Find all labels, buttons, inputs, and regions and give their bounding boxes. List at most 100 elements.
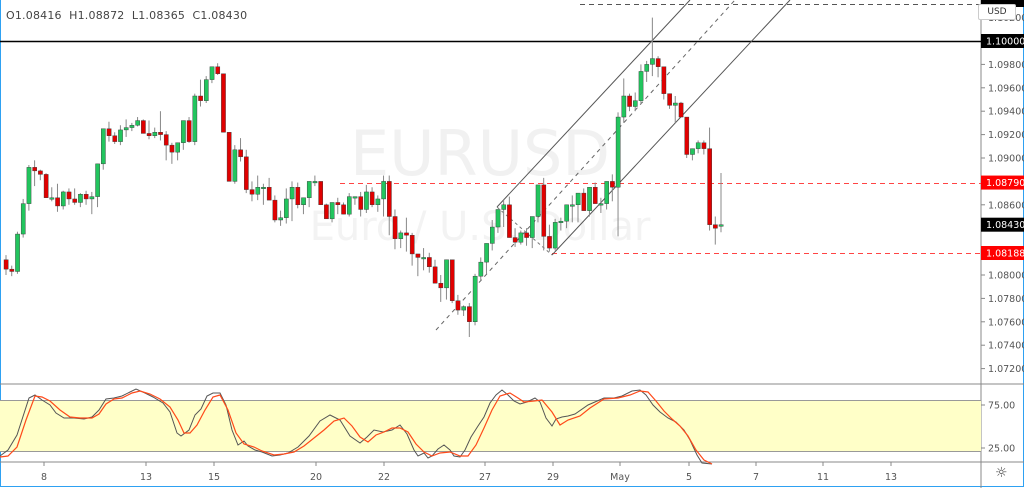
- candle-bearish[interactable]: [404, 232, 409, 236]
- candle-bearish[interactable]: [244, 156, 249, 190]
- candle-bearish[interactable]: [547, 236, 552, 249]
- candle-bearish[interactable]: [524, 232, 529, 238]
- candle-bearish[interactable]: [83, 194, 89, 200]
- candle-bearish[interactable]: [158, 132, 163, 135]
- candle-bearish[interactable]: [661, 66, 667, 94]
- candle-bearish[interactable]: [198, 95, 203, 101]
- candle-bullish[interactable]: [570, 204, 575, 207]
- candle-bullish[interactable]: [89, 196, 95, 200]
- candle-bearish[interactable]: [106, 128, 112, 136]
- candle-bearish[interactable]: [226, 132, 232, 182]
- candle-bullish[interactable]: [135, 120, 140, 126]
- candle-bearish[interactable]: [507, 204, 512, 238]
- candle-bullish[interactable]: [633, 100, 638, 107]
- candle-bullish[interactable]: [175, 142, 181, 153]
- candle-bearish[interactable]: [655, 58, 661, 67]
- candle-bullish[interactable]: [347, 196, 352, 215]
- candle-bullish[interactable]: [95, 163, 100, 197]
- candle-bullish[interactable]: [472, 275, 478, 323]
- candle-bullish[interactable]: [501, 204, 507, 210]
- candle-bullish[interactable]: [261, 187, 266, 189]
- candle-bearish[interactable]: [341, 204, 346, 215]
- candle-bullish[interactable]: [209, 66, 215, 80]
- candle-bullish[interactable]: [650, 58, 655, 65]
- candle-bearish[interactable]: [38, 170, 43, 175]
- candle-bullish[interactable]: [484, 243, 489, 263]
- candle-bullish[interactable]: [152, 132, 158, 136]
- candle-bearish[interactable]: [455, 300, 461, 311]
- candle-bullish[interactable]: [289, 187, 295, 200]
- candle-bearish[interactable]: [592, 187, 598, 204]
- candle-bullish[interactable]: [552, 222, 558, 249]
- candle-bullish[interactable]: [587, 187, 592, 211]
- candle-bearish[interactable]: [318, 181, 324, 205]
- candle-bullish[interactable]: [232, 149, 238, 182]
- candle-bullish[interactable]: [461, 306, 467, 311]
- candle-bullish[interactable]: [495, 209, 501, 228]
- candle-bearish[interactable]: [713, 224, 718, 229]
- candle-bearish[interactable]: [215, 66, 221, 74]
- candle-bearish[interactable]: [238, 149, 243, 158]
- candle-bullish[interactable]: [123, 127, 129, 131]
- candle-bearish[interactable]: [32, 167, 37, 172]
- candle-bullish[interactable]: [101, 128, 106, 165]
- candle-bullish[interactable]: [518, 232, 524, 243]
- candle-bearish[interactable]: [415, 253, 421, 258]
- candle-bearish[interactable]: [409, 235, 415, 255]
- candle-bullish[interactable]: [644, 64, 650, 72]
- candle-bullish[interactable]: [312, 181, 318, 184]
- candle-bearish[interactable]: [55, 197, 60, 207]
- candle-bearish[interactable]: [369, 191, 375, 205]
- candle-bearish[interactable]: [266, 187, 272, 201]
- candle-bearish[interactable]: [66, 191, 72, 200]
- candle-bullish[interactable]: [444, 259, 449, 289]
- candle-bullish[interactable]: [615, 116, 621, 188]
- candle-bearish[interactable]: [324, 204, 329, 220]
- candle-bearish[interactable]: [3, 259, 9, 270]
- candle-bullish[interactable]: [26, 167, 32, 204]
- candle-bearish[interactable]: [438, 282, 444, 289]
- gear-icon[interactable]: ☼: [995, 465, 1008, 481]
- candle-bearish[interactable]: [221, 73, 226, 133]
- candle-bearish[interactable]: [186, 120, 192, 142]
- candle-bullish[interactable]: [398, 232, 404, 239]
- candle-bearish[interactable]: [707, 148, 712, 225]
- candle-bullish[interactable]: [690, 148, 695, 155]
- candle-bullish[interactable]: [278, 217, 283, 221]
- candle-bearish[interactable]: [249, 189, 255, 195]
- candle-bullish[interactable]: [604, 181, 609, 204]
- candle-bearish[interactable]: [432, 266, 438, 284]
- candle-bullish[interactable]: [352, 196, 358, 199]
- candle-bullish[interactable]: [306, 181, 312, 198]
- candle-bullish[interactable]: [78, 194, 83, 203]
- candle-bullish[interactable]: [284, 198, 289, 218]
- candle-bearish[interactable]: [449, 259, 455, 301]
- candle-bullish[interactable]: [421, 257, 426, 260]
- candle-bullish[interactable]: [203, 79, 209, 101]
- candle-bullish[interactable]: [20, 203, 26, 235]
- candle-bearish[interactable]: [295, 187, 301, 205]
- candle-bullish[interactable]: [255, 187, 261, 195]
- candle-bullish[interactable]: [558, 220, 564, 223]
- candle-bullish[interactable]: [375, 198, 381, 205]
- candle-bullish[interactable]: [673, 102, 678, 106]
- candle-bullish[interactable]: [564, 204, 569, 222]
- candle-bearish[interactable]: [627, 95, 632, 107]
- candle-bearish[interactable]: [169, 144, 175, 153]
- candle-bullish[interactable]: [638, 71, 644, 101]
- candle-bearish[interactable]: [9, 268, 15, 272]
- candle-bearish[interactable]: [358, 196, 364, 210]
- candle-bearish[interactable]: [427, 257, 432, 268]
- candle-bullish[interactable]: [49, 197, 55, 200]
- candle-bullish[interactable]: [535, 184, 541, 217]
- candle-bearish[interactable]: [610, 181, 615, 188]
- candle-bullish[interactable]: [718, 224, 724, 227]
- candle-bullish[interactable]: [490, 226, 495, 244]
- candle-bearish[interactable]: [141, 120, 146, 134]
- candle-bullish[interactable]: [364, 191, 369, 210]
- candle-bullish[interactable]: [61, 191, 66, 207]
- candle-bearish[interactable]: [146, 133, 152, 136]
- candle-bearish[interactable]: [43, 174, 49, 198]
- candle-bullish[interactable]: [530, 216, 535, 238]
